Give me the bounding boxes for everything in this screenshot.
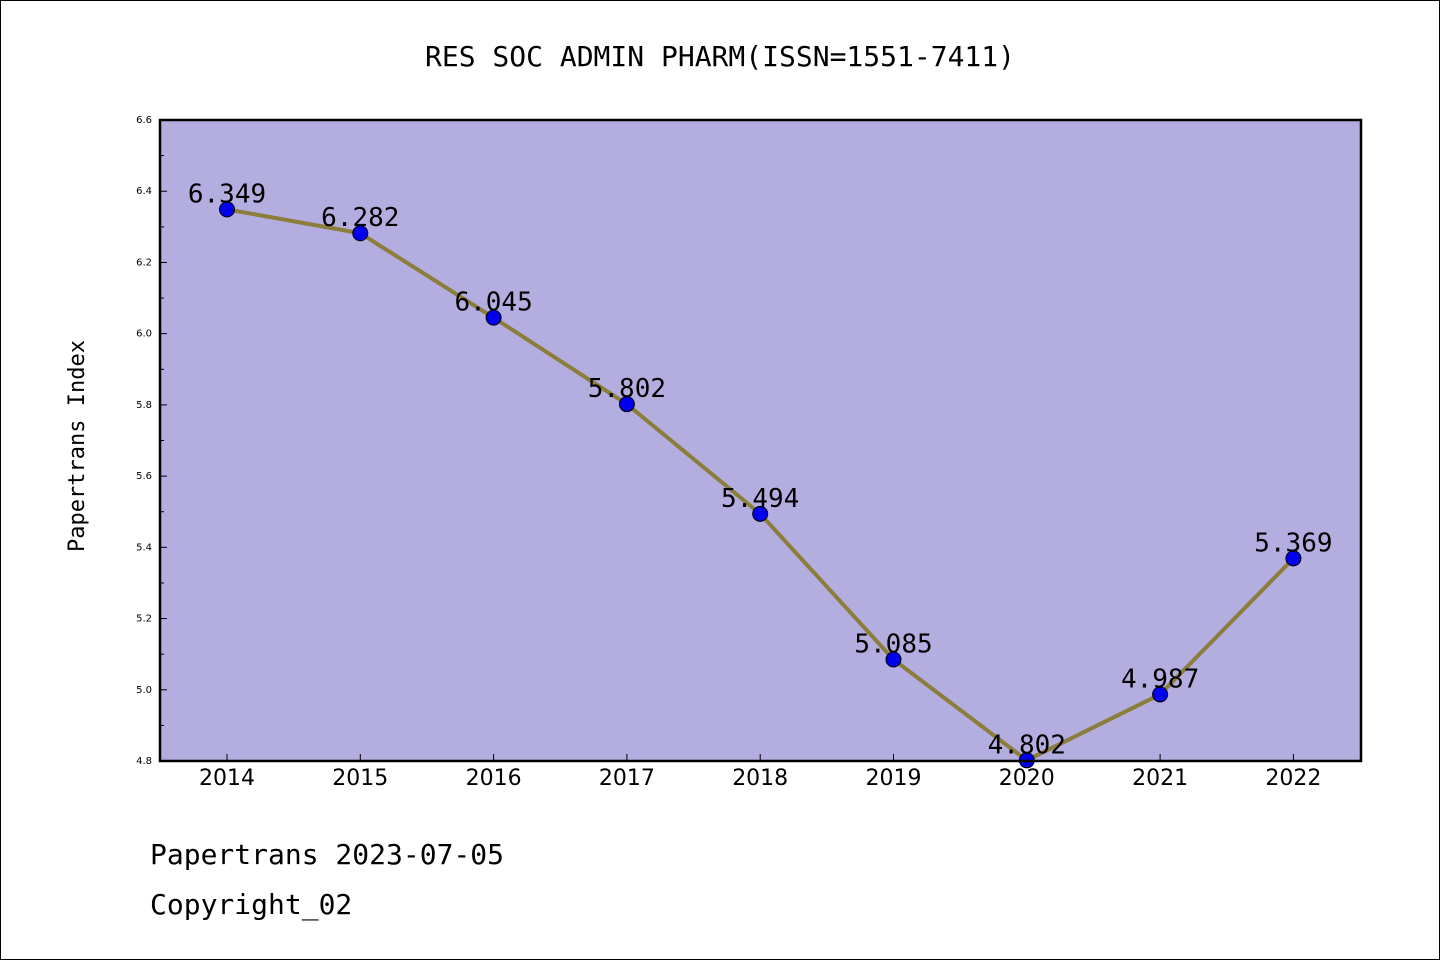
x-axis: 2014 2015 2016 2017 2018 2019 2020 2021 2022 <box>199 754 1321 791</box>
y-tick-label: 5.2 <box>136 614 152 625</box>
data-markers <box>219 201 1302 769</box>
x-tick-label: 2021 <box>1132 766 1188 791</box>
data-label: 6.349 <box>188 179 266 209</box>
data-label: 5.802 <box>588 374 666 404</box>
footer-copyright: Copyright_02 <box>150 888 352 922</box>
data-point <box>1152 686 1169 703</box>
y-tick-label: 5.8 <box>136 400 152 411</box>
data-point <box>752 505 769 522</box>
x-tick-label: 2020 <box>999 766 1055 791</box>
data-point <box>219 201 235 218</box>
data-label: 4.987 <box>1121 664 1199 694</box>
x-tick-label: 2018 <box>732 766 788 791</box>
y-tick-label: 6.4 <box>136 186 152 197</box>
x-tick-label: 2017 <box>599 766 655 791</box>
data-point <box>885 651 902 668</box>
x-tick-label: 2015 <box>332 766 388 791</box>
data-label: 5.085 <box>854 630 932 660</box>
data-label: 6.045 <box>454 288 532 318</box>
data-labels: 6.349 6.282 6.045 5.802 5.494 5.085 4.802 4.987… <box>188 179 1333 760</box>
data-label: 6.282 <box>321 203 399 233</box>
y-tick-label: 5.4 <box>136 542 152 553</box>
footer-date: Papertrans 2023-07-05 <box>150 838 504 871</box>
data-point <box>352 225 369 242</box>
y-tick-label: 5.6 <box>136 471 152 482</box>
y-tick-label: 5.0 <box>136 685 152 696</box>
data-point <box>1285 550 1302 567</box>
y-tick-label: 6.6 <box>136 115 152 126</box>
y-tick-label: 4.8 <box>136 756 152 767</box>
data-label: 5.494 <box>721 484 799 514</box>
chart-title: RES SOC ADMIN PHARM(ISSN=1551-7411) <box>425 40 1015 73</box>
y-axis-label: Papertrans Index <box>65 340 90 552</box>
x-tick-label: 2019 <box>866 766 922 791</box>
data-label: 4.802 <box>988 730 1066 760</box>
data-point <box>485 309 502 326</box>
x-tick-label: 2022 <box>1265 766 1321 791</box>
y-tick-label: 6.2 <box>136 257 152 268</box>
plot-border <box>158 118 1363 763</box>
data-point <box>618 396 635 413</box>
x-tick-label: 2014 <box>199 766 255 791</box>
data-label: 5.369 <box>1254 528 1332 558</box>
x-tick-label: 2016 <box>466 766 522 791</box>
y-tick-label: 6.0 <box>136 329 152 340</box>
